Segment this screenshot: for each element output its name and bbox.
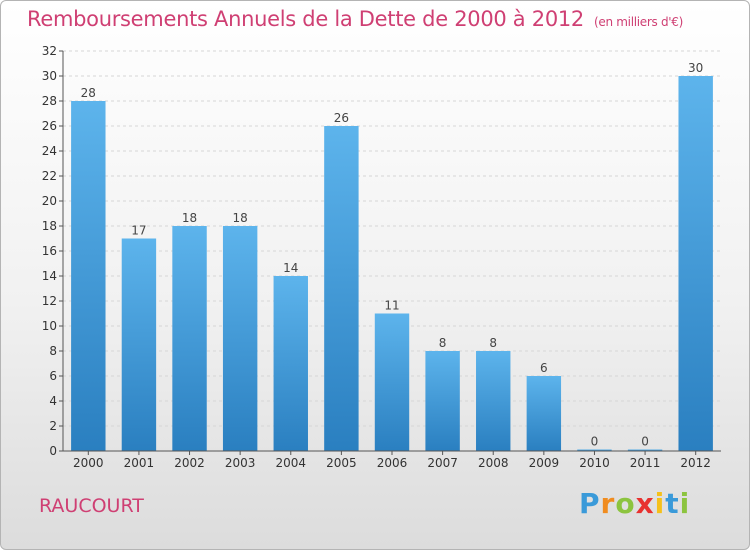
- data-label-2000: 28: [81, 86, 96, 100]
- bar-2007: [425, 351, 460, 451]
- y-tick-label: 30: [42, 69, 57, 83]
- data-label-2005: 26: [334, 111, 349, 125]
- y-tick-label: 20: [42, 194, 57, 208]
- data-label-2008: 8: [489, 336, 497, 350]
- data-label-2001: 17: [131, 224, 146, 238]
- data-label-2006: 11: [384, 299, 399, 313]
- x-tick-label-2007: 2007: [427, 456, 458, 470]
- y-tick-label: 32: [42, 44, 57, 58]
- bars: [71, 76, 713, 451]
- logo-letter: i: [679, 487, 691, 520]
- y-tick-label: 10: [42, 319, 57, 333]
- x-tick-label-2002: 2002: [174, 456, 205, 470]
- logo-letter: o: [615, 487, 636, 520]
- y-tick-label: 22: [42, 169, 57, 183]
- x-tick-label-2011: 2011: [630, 456, 661, 470]
- logo-letter: i: [654, 487, 666, 520]
- x-tick-label-2003: 2003: [225, 456, 256, 470]
- bar-2006: [374, 313, 410, 451]
- y-tick-label: 4: [49, 394, 57, 408]
- data-label-2002: 18: [182, 211, 197, 225]
- y-tick-label: 18: [42, 219, 57, 233]
- y-tick-label: 28: [42, 94, 57, 108]
- y-tick-label: 0: [49, 444, 57, 458]
- commune-name: RAUCOURT: [39, 495, 144, 517]
- logo-letter: r: [600, 487, 616, 520]
- x-tick-label-2009: 2009: [529, 456, 560, 470]
- x-tick-label-2008: 2008: [478, 456, 509, 470]
- y-tick-label: 14: [42, 269, 57, 283]
- bar-2009: [526, 376, 562, 451]
- logo-letter: x: [635, 487, 655, 520]
- title-text: Remboursements Annuels de la Dette de 20…: [27, 7, 584, 31]
- logo-letter: P: [579, 487, 601, 520]
- bar-2002: [172, 226, 207, 451]
- y-tick-label: 26: [42, 119, 57, 133]
- proxiti-logo: Proxiti: [579, 487, 690, 520]
- y-tick-label: 8: [49, 344, 57, 358]
- x-tick-label-2000: 2000: [73, 456, 104, 470]
- data-label-2011: 0: [641, 435, 649, 449]
- data-labels: 28 17 18 18 14 26 11 8 8 6 0 0 30: [81, 61, 704, 449]
- bar-2005: [324, 126, 359, 451]
- y-tick-label: 16: [42, 244, 57, 258]
- y-tick-label: 12: [42, 294, 57, 308]
- data-label-2004: 14: [283, 261, 298, 275]
- bar-2003: [222, 226, 258, 451]
- data-label-2003: 18: [233, 211, 248, 225]
- bar-2001: [121, 238, 157, 451]
- y-tick-label: 24: [42, 144, 57, 158]
- x-tick-label-2004: 2004: [275, 456, 306, 470]
- x-tick-label-2012: 2012: [680, 456, 711, 470]
- x-tick-label-2010: 2010: [579, 456, 610, 470]
- bar-2000: [71, 101, 106, 451]
- x-tick-label-2001: 2001: [124, 456, 155, 470]
- y-tick-label: 2: [49, 419, 57, 433]
- y-tick-label: 6: [49, 369, 57, 383]
- chart-subtitle: (en milliers d'€): [594, 15, 684, 29]
- data-label-2009: 6: [540, 361, 548, 375]
- bar-2012: [678, 76, 713, 451]
- chart-title: Remboursements Annuels de la Dette de 20…: [27, 7, 683, 31]
- bar-2010: [577, 449, 612, 451]
- data-label-2007: 8: [439, 336, 447, 350]
- x-tick-label-2006: 2006: [377, 456, 408, 470]
- data-label-2012: 30: [688, 61, 703, 75]
- data-label-2010: 0: [591, 435, 599, 449]
- x-axis: 2000 2001 2002 2003 2004 2005 2006 2007 2008 2009…: [63, 450, 721, 470]
- bar-2011: [627, 449, 663, 451]
- logo-letter: t: [665, 487, 680, 520]
- x-tick-label-2005: 2005: [326, 456, 357, 470]
- bar-2004: [273, 276, 308, 451]
- bar-2008: [476, 351, 511, 451]
